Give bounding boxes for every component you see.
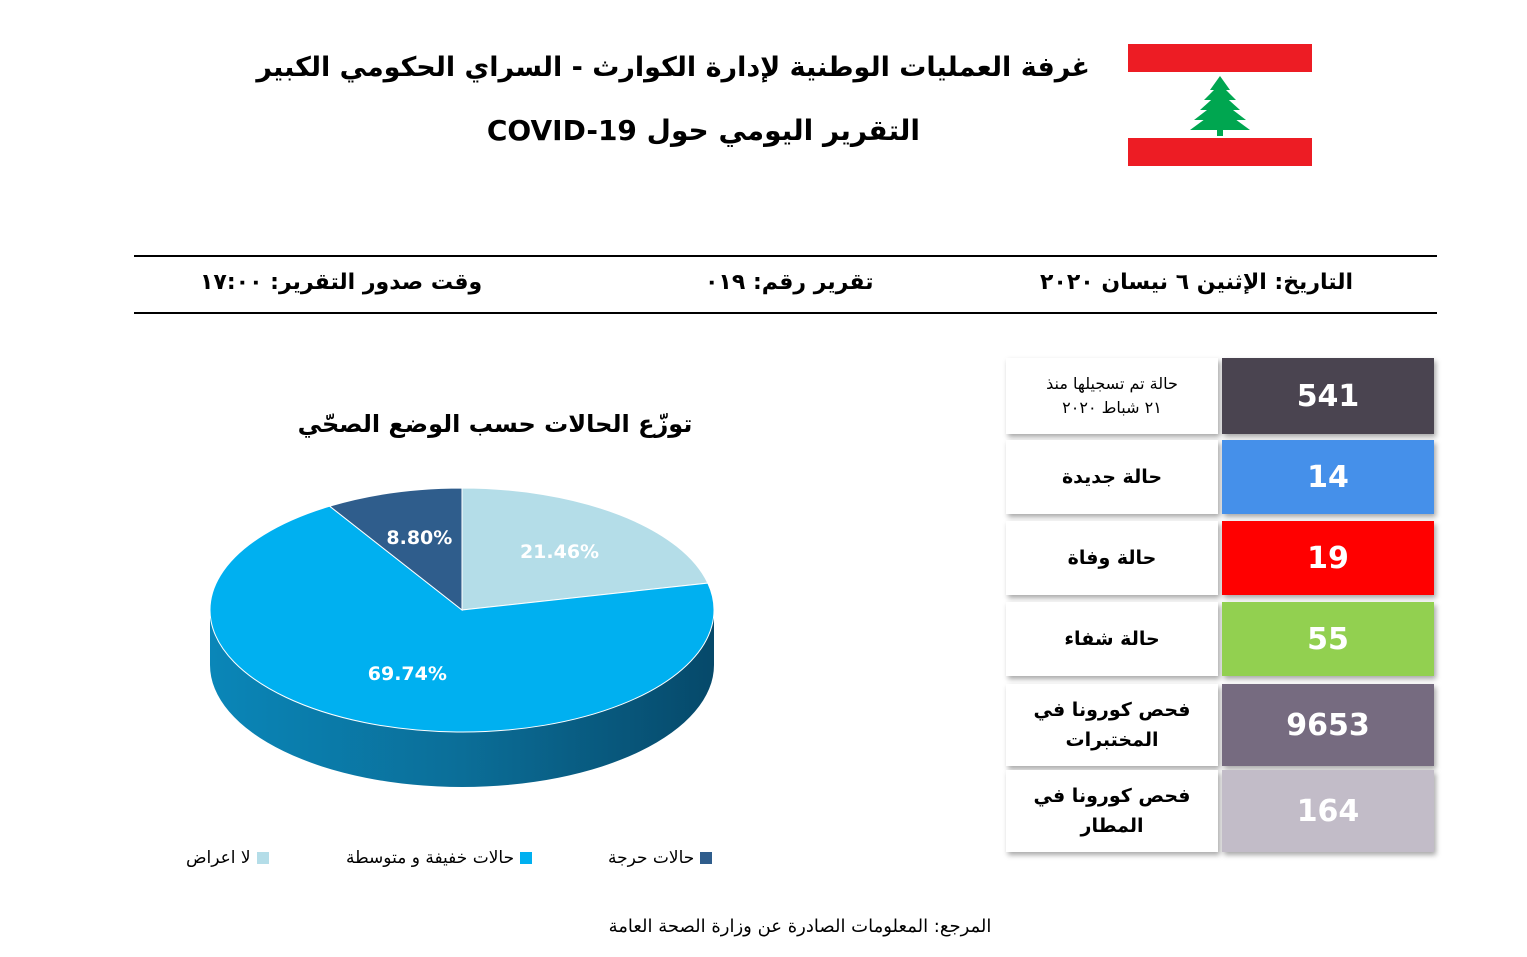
stat-value: 55 [1222,602,1434,676]
legend-item-critical: حالات حرجة [608,848,713,868]
stat-label: حالة تم تسجيلها منذ ٢١ شباط ٢٠٢٠ [1006,358,1218,434]
stat-label-line: ٢١ شباط ٢٠٢٠ [1062,398,1162,417]
pie-data-label: 69.74% [368,663,447,685]
stat-label-line: فحص كورونا في [1033,699,1191,721]
source-note: المرجع: المعلومات الصادرة عن وزارة الصحة… [608,916,992,937]
report-time: وقت صدور التقرير: ١٧:٠٠ [200,270,483,295]
stat-label-line: المطار [1080,815,1144,837]
stat-row: حالة جديدة 14 [1006,440,1438,514]
pie-chart: 21.46% 69.74% 8.80% [209,487,715,787]
stat-value: 541 [1222,358,1434,434]
legend-swatch [520,852,533,864]
pie-data-label: 8.80% [386,527,452,549]
stat-value: 9653 [1222,684,1434,766]
page-subtitle: التقرير اليومي حول COVID-19 [486,114,920,147]
stat-label-line: المختبرات [1065,729,1159,751]
stat-row: حالة تم تسجيلها منذ ٢١ شباط ٢٠٢٠ 541 [1006,358,1438,434]
legend-label: حالات خفيفة و متوسطة [346,848,515,868]
stat-label: فحص كورونا في المختبرات [1006,684,1218,766]
stat-row: حالة وفاة 19 [1006,521,1438,595]
top-divider [134,255,1437,257]
legend-item-mild-moderate: حالات خفيفة و متوسطة [346,848,533,868]
stat-value: 164 [1222,770,1434,852]
pie-slice [461,487,709,611]
stat-row: حالة شفاء 55 [1006,602,1438,676]
page-title: غرفة العمليات الوطنية لإدارة الكوارث - ا… [256,52,1090,83]
stat-label-line: حالة شفاء [1064,628,1160,650]
legend-swatch [256,852,269,864]
stat-row: فحص كورونا في المختبرات 9653 [1006,684,1438,766]
stat-label-line: حالة تم تسجيلها منذ [1046,374,1178,393]
report-number: تقرير رقم: ٠١٩ [705,270,874,295]
stat-row: فحص كورونا في المطار 164 [1006,770,1438,852]
stat-label-line: فحص كورونا في [1033,785,1191,807]
legend-label: حالات حرجة [608,848,695,868]
report-date: التاريخ: الإثنين ٦ نيسان ٢٠٢٠ [1040,270,1354,295]
pie-side [210,610,714,787]
stat-label: حالة جديدة [1006,440,1218,514]
pie-data-label: 21.46% [520,541,599,563]
pie-slice [328,487,463,612]
lebanon-flag-icon [1128,44,1312,166]
legend-label: لا اعراض [186,848,251,868]
legend-item-no-symptoms: لا اعراض [186,848,269,868]
chart-title: توزّع الحالات حسب الوضع الصحّي [297,410,693,438]
stat-label: حالة وفاة [1006,521,1218,595]
stat-label-line: حالة وفاة [1067,547,1157,569]
pie-slice [209,505,715,733]
stat-value: 14 [1222,440,1434,514]
legend-swatch [700,852,713,864]
stat-label-line: حالة جديدة [1061,466,1163,488]
stat-label: فحص كورونا في المطار [1006,770,1218,852]
stat-value: 19 [1222,521,1434,595]
bottom-divider [134,312,1437,314]
stat-label: حالة شفاء [1006,602,1218,676]
